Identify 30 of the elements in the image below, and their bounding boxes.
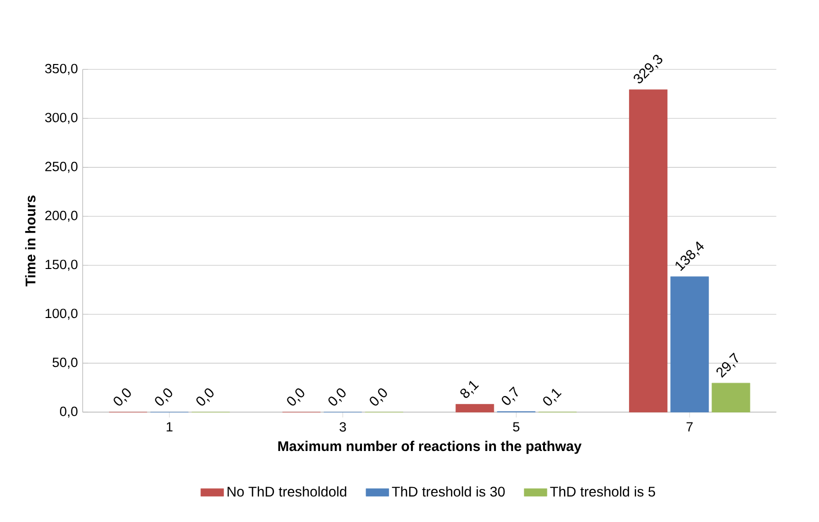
legend-label: ThD treshold is 30 <box>392 486 505 497</box>
y-tick-label: 350,0 <box>45 64 78 76</box>
bar <box>712 383 750 413</box>
x-tick-label: 7 <box>686 422 693 432</box>
legend-label: No ThD tresholdold <box>228 486 346 497</box>
bar <box>456 404 494 413</box>
data-label: 0,0 <box>155 388 172 406</box>
data-label: 0,0 <box>370 388 387 406</box>
bar <box>670 276 709 413</box>
data-label: 0,1 <box>543 389 562 406</box>
data-label: 0,0 <box>287 388 304 406</box>
x-axis-title: Maximum number of reactions in the pathway <box>278 441 582 454</box>
data-label: 0,0 <box>328 388 346 406</box>
y-tick-label: 0,0 <box>60 406 78 418</box>
y-tick-label: 150,0 <box>46 260 78 271</box>
y-tick-label: 50,0 <box>52 358 78 369</box>
y-tick-label: 300,0 <box>45 113 78 124</box>
y-tick-label: 100,0 <box>46 308 78 320</box>
bar <box>629 90 668 413</box>
y-axis-title: Time in hours <box>25 196 36 287</box>
x-tick-label: 3 <box>340 422 346 432</box>
y-tick-label: 200,0 <box>45 211 78 222</box>
legend-label: ThD treshold is 5 <box>550 486 656 497</box>
data-label: 0,0 <box>114 388 131 406</box>
data-label: 8,1 <box>460 381 479 398</box>
x-tick-label: 5 <box>513 422 520 432</box>
data-label: 0,7 <box>502 386 518 406</box>
y-tick-label: 250,0 <box>45 162 78 174</box>
x-tick-label: 1 <box>166 422 172 432</box>
data-label: 0,0 <box>196 388 214 406</box>
